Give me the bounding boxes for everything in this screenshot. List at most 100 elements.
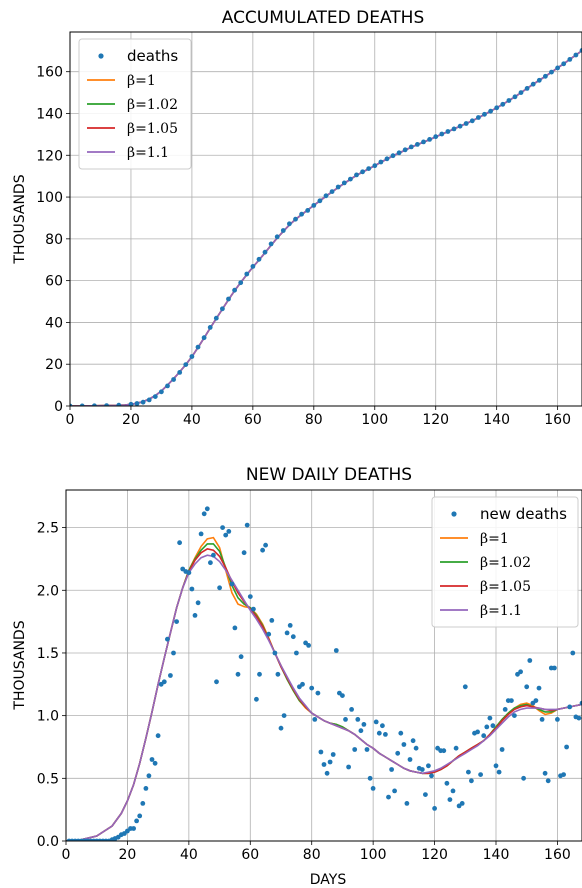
data-point xyxy=(317,198,323,204)
y-tick-label: 1.5 xyxy=(37,646,59,662)
data-point xyxy=(355,717,361,722)
data-point xyxy=(174,619,180,624)
data-point xyxy=(573,52,579,58)
data-point xyxy=(494,105,500,111)
data-point xyxy=(177,370,183,375)
data-point xyxy=(451,126,457,132)
data-point xyxy=(268,241,274,247)
y-tick-label: 0.0 xyxy=(37,834,59,850)
y-tick-label: 2.0 xyxy=(37,583,59,599)
data-point xyxy=(195,344,201,350)
data-point xyxy=(524,684,530,690)
data-point xyxy=(143,786,149,791)
x-tick-label: 20 xyxy=(122,412,140,428)
data-point xyxy=(502,707,508,712)
data-point xyxy=(335,184,341,190)
y-tick-label: 120 xyxy=(36,148,63,164)
x-tick-label: 40 xyxy=(183,412,201,428)
data-point xyxy=(195,600,201,606)
data-point xyxy=(290,634,296,640)
data-point xyxy=(134,818,140,824)
data-point xyxy=(372,163,378,169)
data-point xyxy=(92,403,97,406)
legend-marker xyxy=(451,511,457,517)
data-point xyxy=(128,401,134,406)
data-point xyxy=(555,717,560,722)
data-point xyxy=(512,713,517,718)
data-point xyxy=(521,775,526,781)
data-point xyxy=(378,159,384,165)
data-point xyxy=(395,750,401,756)
x-tick-label: 80 xyxy=(303,847,321,863)
legend-label: β=1 xyxy=(480,531,509,547)
data-point xyxy=(490,723,496,729)
data-point xyxy=(104,403,109,406)
data-point xyxy=(453,745,459,751)
data-point xyxy=(373,719,379,725)
data-point xyxy=(183,362,189,367)
data-point xyxy=(152,394,158,399)
x-tick-label: 100 xyxy=(360,847,387,863)
legend-box xyxy=(78,38,192,170)
data-point xyxy=(475,729,480,735)
data-point xyxy=(201,335,207,341)
data-point xyxy=(549,69,554,75)
x-ticks: 0 20 40 60 80 100 120 140 160 xyxy=(62,841,571,863)
x-tick-label: 120 xyxy=(421,847,448,863)
data-point xyxy=(527,658,533,663)
data-point xyxy=(518,669,523,675)
data-point xyxy=(518,90,524,95)
y-tick-label: 40 xyxy=(45,315,63,331)
data-point xyxy=(281,713,287,718)
data-point xyxy=(410,738,416,744)
data-point xyxy=(500,101,506,107)
x-tick-label: 60 xyxy=(241,847,259,863)
legend-marker xyxy=(98,53,104,59)
data-point xyxy=(402,147,408,153)
data-point xyxy=(413,745,419,751)
data-point xyxy=(358,728,364,734)
data-point xyxy=(238,654,244,660)
observed-points xyxy=(66,506,582,841)
y-tick-label: 0 xyxy=(54,399,63,415)
grid xyxy=(69,32,582,407)
data-point xyxy=(269,618,275,623)
data-point xyxy=(229,581,235,587)
data-point xyxy=(189,354,195,359)
new-daily-deaths-chart: NEW DAILY DEATHS 0 20 40 60 80 100 120 140 160 0… xyxy=(12,465,582,888)
legend-label: β=1 xyxy=(127,73,156,89)
data-point xyxy=(536,685,542,691)
data-point xyxy=(341,180,347,186)
data-point xyxy=(321,762,327,767)
data-point xyxy=(481,733,487,739)
data-point xyxy=(305,208,311,213)
x-tick-label: 160 xyxy=(544,412,571,428)
data-point xyxy=(561,772,566,777)
data-point xyxy=(241,550,247,556)
x-tick-label: 0 xyxy=(62,847,71,863)
data-point xyxy=(389,767,394,772)
data-point xyxy=(343,717,348,722)
x-tick-label: 0 xyxy=(66,412,75,428)
data-point xyxy=(275,671,281,677)
data-point xyxy=(384,156,390,162)
data-point xyxy=(232,287,238,293)
data-point xyxy=(238,280,244,286)
data-point xyxy=(536,77,542,83)
y-tick-label: 160 xyxy=(36,65,63,81)
data-point xyxy=(478,772,483,777)
data-point xyxy=(432,806,437,811)
data-point xyxy=(383,732,388,737)
legend-box xyxy=(431,496,579,628)
data-point xyxy=(257,671,262,677)
data-point xyxy=(146,773,152,779)
data-point xyxy=(524,86,530,91)
data-point xyxy=(567,704,573,710)
data-point xyxy=(312,717,318,722)
data-point xyxy=(333,648,339,653)
data-point xyxy=(306,643,311,648)
y-axis-label: THOUSANDS xyxy=(12,620,28,710)
x-ticks: 0 20 40 60 80 100 120 140 160 xyxy=(66,406,571,428)
x-tick-label: 160 xyxy=(544,847,571,863)
